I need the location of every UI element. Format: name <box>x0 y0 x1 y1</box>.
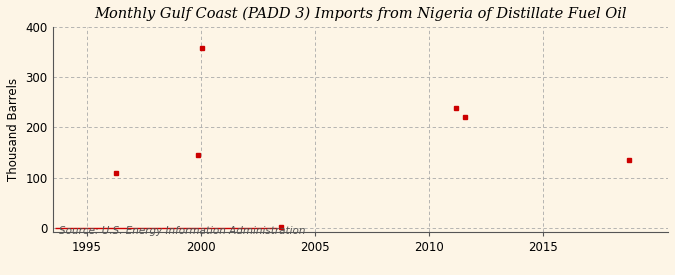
Title: Monthly Gulf Coast (PADD 3) Imports from Nigeria of Distillate Fuel Oil: Monthly Gulf Coast (PADD 3) Imports from… <box>94 7 626 21</box>
Y-axis label: Thousand Barrels: Thousand Barrels <box>7 78 20 181</box>
Text: Source: U.S. Energy Information Administration: Source: U.S. Energy Information Administ… <box>59 226 305 236</box>
